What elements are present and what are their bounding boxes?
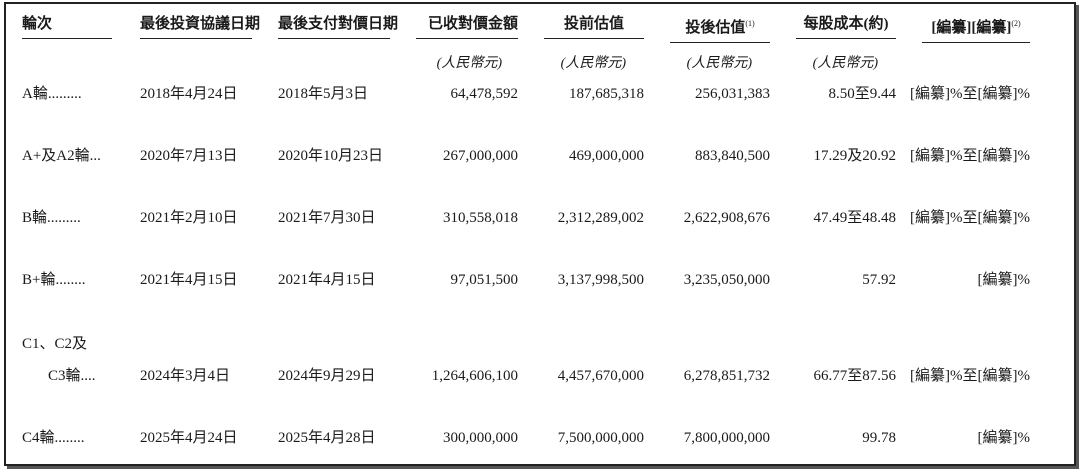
unit-consideration: (人民幣元) (436, 56, 502, 71)
cell-payment-date: 2024年9月29日 (278, 368, 376, 384)
cell-round: C1、C2及 (22, 336, 88, 352)
cell-post-money: 3,235,050,000 (683, 272, 770, 288)
cell-cost-per-share: 57.92 (862, 272, 896, 288)
cell-redacted-percentage: [編纂]%至[編纂]% (910, 210, 1030, 226)
cell-payment-date: 2021年4月15日 (278, 272, 376, 288)
cell-pre-money: 7,500,000,000 (557, 430, 644, 446)
cell-round: B輪......... (22, 210, 81, 226)
cell-agreement-date: 2020年7月13日 (140, 148, 238, 164)
cell-consideration: 300,000,000 (443, 430, 518, 446)
header-post-money-label: 投後估值 (685, 20, 746, 36)
cell-pre-money: 187,685,318 (569, 86, 644, 102)
cell-pre-money: 2,312,289,002 (557, 210, 644, 226)
cell-round: B+輪........ (22, 272, 86, 288)
cell-round: A+及A2輪... (22, 148, 101, 164)
header-redacted: [編纂][編纂](2) (922, 14, 1030, 43)
header-redacted-label: [編纂][編纂] (931, 20, 1012, 36)
cell-post-money: 256,031,383 (695, 86, 770, 102)
cell-consideration: 1,264,606,100 (431, 368, 518, 384)
cell-agreement-date: 2021年4月15日 (140, 272, 238, 288)
cell-redacted-percentage: [編纂]%至[編纂]% (910, 86, 1030, 102)
unit-post-money: (人民幣元) (686, 56, 752, 71)
cell-redacted-percentage: [編纂]% (977, 272, 1031, 288)
cell-redacted-percentage: [編纂]%至[編纂]% (910, 368, 1030, 384)
header-consideration: 已收對價金額 (416, 14, 518, 39)
cell-pre-money: 4,457,670,000 (557, 368, 644, 384)
cell-consideration: 310,558,018 (443, 210, 518, 226)
cell-cost-per-share: 47.49至48.48 (813, 210, 896, 226)
cell-pre-money: 3,137,998,500 (557, 272, 644, 288)
cell-payment-date: 2021年7月30日 (278, 210, 376, 226)
cell-round: A輪......... (22, 86, 82, 102)
cell-round: C4輪........ (22, 430, 85, 446)
cell-cost-per-share: 66.77至87.56 (813, 368, 896, 384)
unit-pre-money: (人民幣元) (560, 56, 626, 71)
cell-redacted-percentage: [編纂]% (977, 430, 1031, 446)
cell-redacted-percentage: [編纂]%至[編纂]% (910, 148, 1030, 164)
table-frame (4, 2, 1076, 466)
cell-post-money: 2,622,908,676 (683, 210, 770, 226)
header-post-money-note: (1) (745, 19, 755, 28)
cell-post-money: 6,278,851,732 (683, 368, 770, 384)
cell-agreement-date: 2021年2月10日 (140, 210, 238, 226)
cell-cost-per-share: 17.29及20.92 (813, 148, 896, 164)
cell-cost-per-share: 99.78 (862, 430, 896, 446)
cell-payment-date: 2025年4月28日 (278, 430, 376, 446)
unit-cost-per-share: (人民幣元) (812, 56, 878, 71)
cell-payment-date: 2018年5月3日 (278, 86, 369, 102)
cell-agreement-date: 2018年4月24日 (140, 86, 238, 102)
header-round: 輪次 (22, 14, 112, 39)
cell-consideration: 97,051,500 (450, 272, 519, 288)
cell-round-continued: C3輪.... (48, 368, 96, 384)
cell-agreement-date: 2024年3月4日 (140, 368, 231, 384)
header-pre-money: 投前估值 (544, 14, 644, 39)
cell-post-money: 7,800,000,000 (683, 430, 770, 446)
cell-consideration: 267,000,000 (443, 148, 518, 164)
cell-post-money: 883,840,500 (695, 148, 770, 164)
header-post-money: 投後估值(1) (670, 14, 770, 43)
cell-payment-date: 2020年10月23日 (278, 148, 384, 164)
cell-pre-money: 469,000,000 (569, 148, 644, 164)
header-redacted-note: (2) (1011, 19, 1021, 28)
cell-consideration: 64,478,592 (450, 86, 519, 102)
header-last-payment-date: 最後支付對價日期 (278, 14, 398, 39)
cell-agreement-date: 2025年4月24日 (140, 430, 238, 446)
header-cost-per-share: 每股成本(約) (796, 14, 896, 39)
cell-cost-per-share: 8.50至9.44 (828, 86, 896, 102)
header-last-agreement-date: 最後投資協議日期 (140, 14, 260, 39)
